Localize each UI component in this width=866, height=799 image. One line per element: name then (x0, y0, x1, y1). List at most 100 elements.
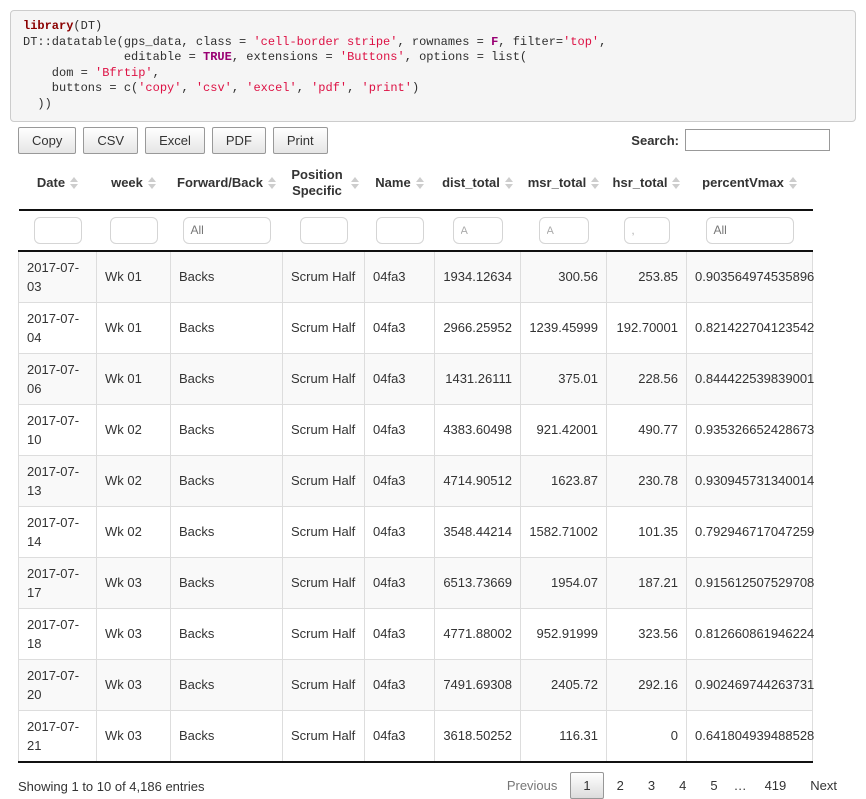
cell-name[interactable]: 04fa3 (364, 556, 435, 609)
cell-msr-total[interactable]: 116.31 (520, 709, 607, 763)
cell-hsr-total[interactable]: 490.77 (606, 403, 687, 456)
export-button-copy[interactable]: Copy (18, 126, 77, 154)
export-button-excel[interactable]: Excel (145, 126, 205, 154)
column-filter-percentvmax[interactable]: All (705, 216, 794, 244)
cell-msr-total[interactable]: 1582.71002 (520, 505, 607, 558)
cell-msr-total[interactable]: 300.56 (520, 250, 607, 303)
pagination-page-419[interactable]: 419 (764, 777, 787, 793)
cell-date[interactable]: 2017-07-03 (18, 250, 97, 303)
cell-msr-total[interactable]: 1239.45999 (520, 301, 607, 354)
cell-hsr-total[interactable]: 0 (606, 709, 687, 763)
column-filter-dist-total[interactable] (452, 216, 503, 244)
cell-position-specific[interactable]: Scrum Half (282, 607, 365, 660)
cell-position-specific[interactable]: Scrum Half (282, 505, 365, 558)
cell-forward-back[interactable]: Backs (170, 505, 283, 558)
column-filter-position-specific[interactable] (299, 216, 348, 244)
cell-hsr-total[interactable]: 101.35 (606, 505, 687, 558)
cell-msr-total[interactable]: 375.01 (520, 352, 607, 405)
cell-date[interactable]: 2017-07-17 (18, 556, 97, 609)
column-filter-week[interactable] (109, 216, 158, 244)
cell-percentvmax[interactable]: 0.844422539839001 (686, 352, 814, 405)
pagination-page-2[interactable]: 2 (616, 777, 624, 793)
cell-name[interactable]: 04fa3 (364, 658, 435, 711)
column-header-dist-total[interactable]: dist_total (434, 157, 521, 211)
cell-date[interactable]: 2017-07-18 (18, 607, 97, 660)
cell-forward-back[interactable]: Backs (170, 709, 283, 763)
cell-dist-total[interactable]: 2966.25952 (434, 301, 521, 354)
cell-hsr-total[interactable]: 228.56 (606, 352, 687, 405)
cell-date[interactable]: 2017-07-14 (18, 505, 97, 558)
cell-name[interactable]: 04fa3 (364, 607, 435, 660)
cell-position-specific[interactable]: Scrum Half (282, 709, 365, 763)
search-input[interactable] (685, 129, 830, 152)
column-header-hsr-total[interactable]: hsr_total (606, 157, 687, 211)
cell-name[interactable]: 04fa3 (364, 709, 435, 763)
cell-week[interactable]: Wk 03 (96, 658, 171, 711)
cell-week[interactable]: Wk 01 (96, 250, 171, 303)
cell-date[interactable]: 2017-07-20 (18, 658, 97, 711)
cell-week[interactable]: Wk 02 (96, 505, 171, 558)
cell-name[interactable]: 04fa3 (364, 250, 435, 303)
cell-date[interactable]: 2017-07-10 (18, 403, 97, 456)
cell-percentvmax[interactable]: 0.902469744263731 (686, 658, 814, 711)
cell-forward-back[interactable]: Backs (170, 352, 283, 405)
cell-position-specific[interactable]: Scrum Half (282, 352, 365, 405)
column-filter-hsr-total[interactable] (623, 216, 670, 244)
cell-position-specific[interactable]: Scrum Half (282, 403, 365, 456)
cell-forward-back[interactable]: Backs (170, 607, 283, 660)
cell-percentvmax[interactable]: 0.935326652428673 (686, 403, 814, 456)
cell-forward-back[interactable]: Backs (170, 556, 283, 609)
cell-percentvmax[interactable]: 0.641804939488528 (686, 709, 814, 763)
cell-percentvmax[interactable]: 0.812660861946224 (686, 607, 814, 660)
cell-percentvmax[interactable]: 0.821422704123542 (686, 301, 814, 354)
cell-week[interactable]: Wk 01 (96, 301, 171, 354)
cell-forward-back[interactable]: Backs (170, 403, 283, 456)
cell-hsr-total[interactable]: 292.16 (606, 658, 687, 711)
cell-dist-total[interactable]: 3618.50252 (434, 709, 521, 763)
cell-dist-total[interactable]: 4771.88002 (434, 607, 521, 660)
cell-week[interactable]: Wk 01 (96, 352, 171, 405)
cell-dist-total[interactable]: 1934.12634 (434, 250, 521, 303)
cell-date[interactable]: 2017-07-04 (18, 301, 97, 354)
cell-position-specific[interactable]: Scrum Half (282, 301, 365, 354)
cell-name[interactable]: 04fa3 (364, 301, 435, 354)
cell-name[interactable]: 04fa3 (364, 352, 435, 405)
pagination-page-5[interactable]: 5 (710, 777, 718, 793)
cell-dist-total[interactable]: 3548.44214 (434, 505, 521, 558)
column-header-forward-back[interactable]: Forward/Back (170, 157, 283, 211)
cell-dist-total[interactable]: 4714.90512 (434, 454, 521, 507)
cell-hsr-total[interactable]: 187.21 (606, 556, 687, 609)
cell-week[interactable]: Wk 03 (96, 556, 171, 609)
cell-msr-total[interactable]: 921.42001 (520, 403, 607, 456)
cell-hsr-total[interactable]: 253.85 (606, 250, 687, 303)
cell-week[interactable]: Wk 02 (96, 403, 171, 456)
cell-hsr-total[interactable]: 323.56 (606, 607, 687, 660)
cell-dist-total[interactable]: 7491.69308 (434, 658, 521, 711)
export-button-pdf[interactable]: PDF (211, 126, 266, 154)
cell-week[interactable]: Wk 02 (96, 454, 171, 507)
cell-forward-back[interactable]: Backs (170, 454, 283, 507)
cell-name[interactable]: 04fa3 (364, 454, 435, 507)
export-button-print[interactable]: Print (272, 126, 328, 154)
cell-position-specific[interactable]: Scrum Half (282, 658, 365, 711)
cell-dist-total[interactable]: 4383.60498 (434, 403, 521, 456)
cell-msr-total[interactable]: 1954.07 (520, 556, 607, 609)
cell-position-specific[interactable]: Scrum Half (282, 454, 365, 507)
column-header-percentvmax[interactable]: percentVmax (686, 157, 813, 211)
cell-week[interactable]: Wk 03 (96, 709, 171, 763)
cell-date[interactable]: 2017-07-06 (18, 352, 97, 405)
column-header-week[interactable]: week (96, 157, 171, 211)
column-filter-name[interactable] (375, 216, 424, 244)
cell-percentvmax[interactable]: 0.915612507529708 (686, 556, 814, 609)
cell-hsr-total[interactable]: 230.78 (606, 454, 687, 507)
cell-dist-total[interactable]: 6513.73669 (434, 556, 521, 609)
cell-forward-back[interactable]: Backs (170, 658, 283, 711)
pagination-previous[interactable]: Previous (506, 777, 558, 793)
cell-forward-back[interactable]: Backs (170, 250, 283, 303)
cell-name[interactable]: 04fa3 (364, 403, 435, 456)
cell-week[interactable]: Wk 03 (96, 607, 171, 660)
column-filter-forward-back[interactable]: All (182, 216, 271, 244)
pagination-page-1[interactable]: 1 (570, 771, 604, 799)
column-header-date[interactable]: Date (18, 157, 97, 211)
cell-msr-total[interactable]: 2405.72 (520, 658, 607, 711)
